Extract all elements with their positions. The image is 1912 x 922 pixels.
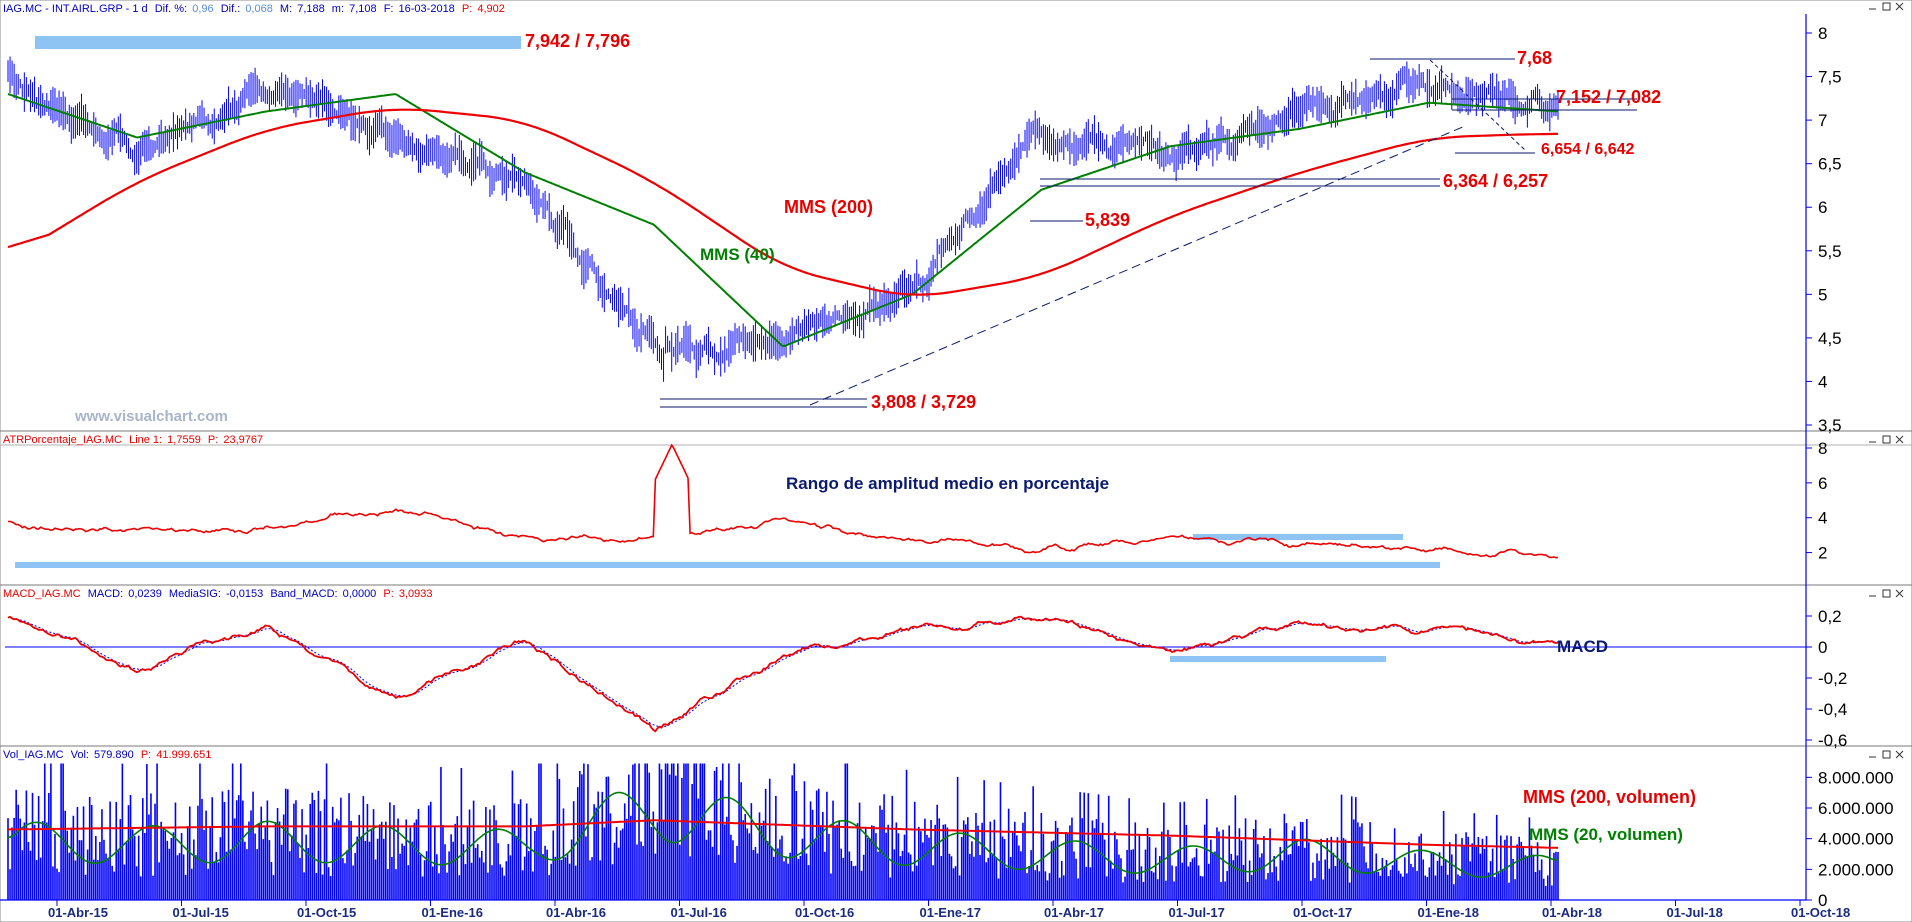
macd-title: MACD <box>1557 637 1608 656</box>
atr-highlight-base <box>15 562 1440 568</box>
annotation-7-68: 7,68 <box>1517 48 1552 68</box>
atr-line <box>7 443 1559 559</box>
annotation-top-range: 7,942 / 7,796 <box>525 31 630 51</box>
legend-vol-mms200: MMS (200, volumen) <box>1523 787 1696 807</box>
atr-highlight-upper <box>1193 534 1403 540</box>
x-tick-label: 01-Ene-16 <box>422 905 483 920</box>
x-tick-label: 01-Jul-17 <box>1169 905 1225 920</box>
annotation-range3: 6,654 / 6,642 <box>1541 141 1635 158</box>
x-tick-label: 01-Oct-15 <box>297 905 356 920</box>
trendline-long <box>809 125 1466 406</box>
x-tick-label: 01-Jul-15 <box>173 905 229 920</box>
annotation-support1: 6,364 / 6,257 <box>1443 171 1548 191</box>
svg-text:ATRPorcentaje_IAG.MC Lin: ATRPorcentaje_IAG.MC Line 1: 1,7559 P: 2… <box>3 434 263 446</box>
x-tick-label: 01-Abr-17 <box>1044 905 1104 920</box>
y-tick-label: 6 <box>1818 474 1827 493</box>
legend-vol-mms20: MMS (20, volumen) <box>1529 825 1683 844</box>
macd-signal-line <box>11 617 1563 728</box>
y-tick-label: -0,6 <box>1818 731 1847 750</box>
x-tick-label: 01-Oct-16 <box>795 905 854 920</box>
y-tick-label: 7 <box>1818 111 1827 130</box>
y-tick-label: 4,5 <box>1818 329 1842 348</box>
price-symbol: IAG.MC - INT.AIRL.GRP - 1 d <box>3 3 148 15</box>
level-lines <box>660 58 1637 408</box>
label-mms40: MMS (40) <box>700 245 775 264</box>
y-tick-label: 6 <box>1818 198 1827 217</box>
y-tick-label: 3,5 <box>1818 416 1842 435</box>
y-axis-ticks: 8 7,5 7 6,5 6 5,5 5 4,5 4 3,5 8 6 4 2 0,2 0 -0,2 -0,4 -0,6… <box>1806 24 1894 910</box>
y-tick-label: 8 <box>1818 439 1827 458</box>
y-tick-label: 7,5 <box>1818 68 1842 87</box>
macd-line <box>7 615 1559 733</box>
y-tick-label: 0 <box>1818 638 1827 657</box>
svg-text:IAG.MC - INT.AIRL.GRP - 1 d: IAG.MC - INT.AIRL.GRP - 1 d Dif. %: 0,96… <box>3 3 505 15</box>
volume-header: Vol_IAG.MC Vol: 579.890 P: 41.999.651 <box>3 749 211 761</box>
y-tick-label: 8.000.000 <box>1818 768 1894 787</box>
price-highlights <box>35 36 521 49</box>
y-tick-label: 4 <box>1818 372 1827 391</box>
price-window-controls[interactable] <box>1869 2 1904 11</box>
trendline-short <box>1429 59 1526 151</box>
y-tick-label: -0,4 <box>1818 700 1847 719</box>
y-tick-label: 4 <box>1818 509 1827 528</box>
y-tick-label: 2 <box>1818 544 1827 563</box>
annotation-range2: 7,152 / 7,082 <box>1556 87 1661 107</box>
y-tick-label: 6.000.000 <box>1818 799 1894 818</box>
x-axis-ticks: 01-Abr-15 01-Jul-15 01-Oct-15 01-Ene-16 01-A… <box>48 900 1850 920</box>
price-annotations: 7,942 / 7,796 7,68 7,152 / 7,082 6,654 /… <box>525 31 1661 412</box>
label-mms200: MMS (200) <box>784 197 873 217</box>
macd-window-controls[interactable] <box>1869 589 1904 598</box>
macd-highlight <box>1170 656 1386 662</box>
y-tick-label: 6,5 <box>1818 155 1842 174</box>
x-tick-label: 01-Abr-18 <box>1542 905 1602 920</box>
x-tick-label: 01-Ene-18 <box>1418 905 1479 920</box>
y-tick-label: 5,5 <box>1818 242 1842 261</box>
atr-window-controls[interactable] <box>1869 435 1904 444</box>
watermark: www.visualchart.com <box>74 408 228 425</box>
price-header: IAG.MC - INT.AIRL.GRP - 1 d Dif. %: 0,96… <box>3 3 505 15</box>
y-tick-label: 2.000.000 <box>1818 860 1894 879</box>
y-tick-label: 0 <box>1818 891 1827 910</box>
mms40-line <box>7 93 1559 348</box>
macd-header: MACD_IAG.MC MACD: 0,0239 MediaSIG: -0,01… <box>3 588 433 600</box>
atr-highlights <box>15 534 1440 568</box>
svg-text:MACD_IAG.MC MACD:: MACD_IAG.MC MACD: 0,0239 MediaSIG: -0,01… <box>3 588 433 600</box>
volume-mms200-line <box>7 819 1559 849</box>
annotation-bottom: 3,808 / 3,729 <box>871 392 976 412</box>
y-tick-label: 4.000.000 <box>1818 830 1894 849</box>
x-tick-label: 01-Jul-18 <box>1667 905 1723 920</box>
volume-window-controls[interactable] <box>1869 750 1904 759</box>
x-tick-label: 01-Abr-15 <box>48 905 108 920</box>
x-tick-label: 01-Abr-16 <box>546 905 606 920</box>
x-tick-label: 01-Jul-16 <box>671 905 727 920</box>
y-tick-label: 8 <box>1818 24 1827 43</box>
y-tick-label: 0,2 <box>1818 607 1842 626</box>
y-tick-label: 5 <box>1818 285 1827 304</box>
annotation-support2: 5,839 <box>1085 210 1130 230</box>
x-tick-label: 01-Ene-17 <box>920 905 981 920</box>
atr-header: ATRPorcentaje_IAG.MC Line 1: 1,7559 P: 2… <box>3 434 263 446</box>
y-tick-label: -0,2 <box>1818 669 1847 688</box>
x-tick-label: 01-Oct-18 <box>1791 905 1850 920</box>
mms200-line <box>7 108 1558 296</box>
atr-title: Rango de amplitud medio en porcentaje <box>786 474 1109 493</box>
svg-text:Vol_IAG.MC Vol: 57: Vol_IAG.MC Vol: 579.890 P: 41.999.651 <box>3 749 211 761</box>
highlight-top-range <box>35 36 521 49</box>
x-tick-label: 01-Oct-17 <box>1293 905 1352 920</box>
